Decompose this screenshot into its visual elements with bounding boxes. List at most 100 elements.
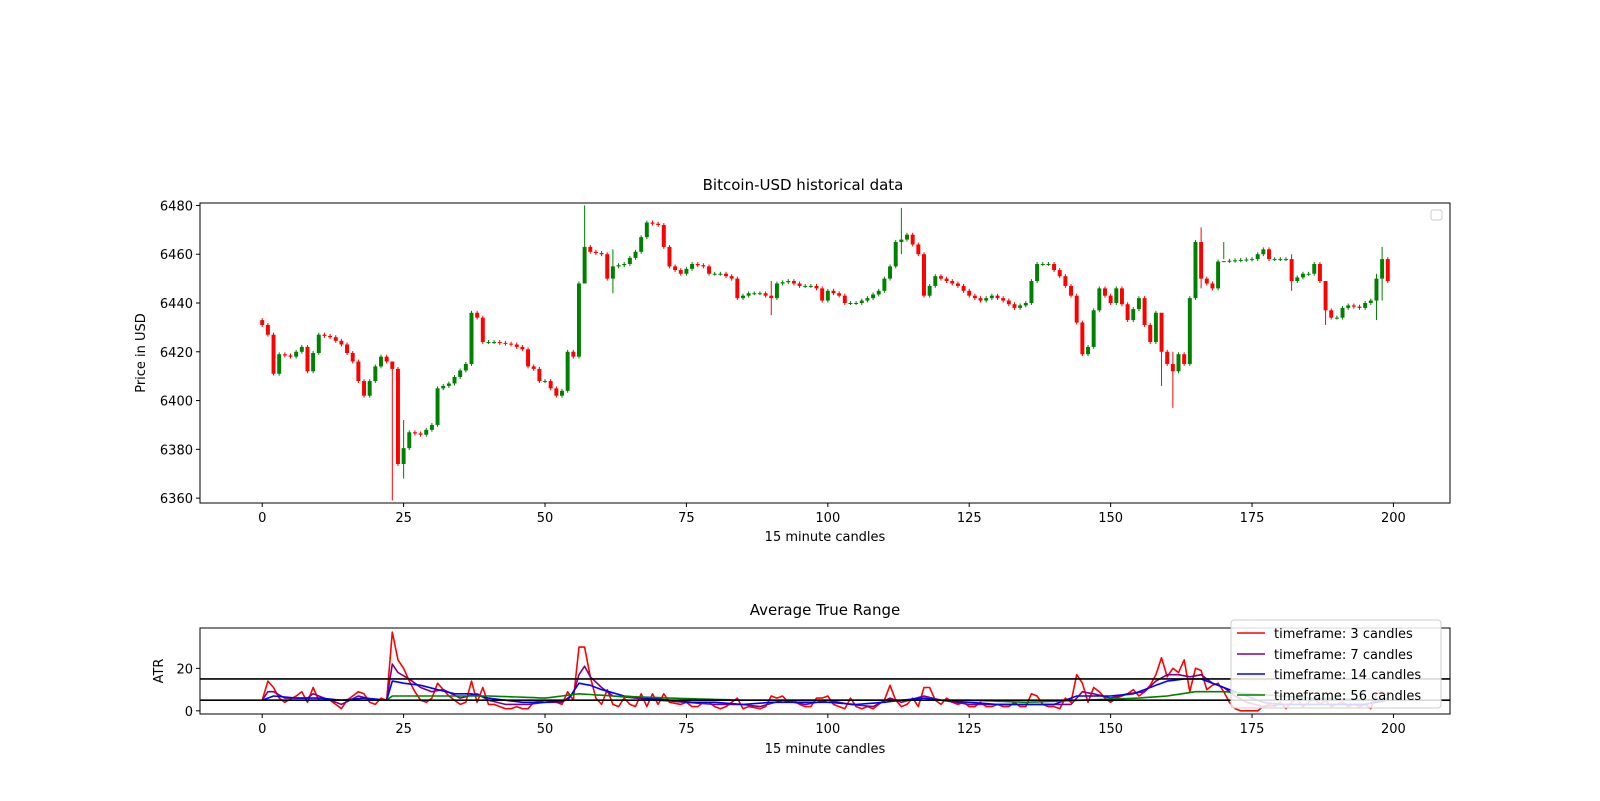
candle-up bbox=[1312, 263, 1317, 274]
y-tick-label: 6420 bbox=[160, 346, 193, 361]
candle-down bbox=[1170, 363, 1175, 372]
candle-up bbox=[803, 285, 808, 287]
candle-down bbox=[729, 276, 734, 279]
candle-down bbox=[1102, 288, 1107, 296]
candle-down bbox=[661, 224, 666, 247]
candle-down bbox=[916, 244, 921, 255]
candle-down bbox=[667, 246, 672, 267]
legend-label-3-candles: timeframe: 3 candles bbox=[1274, 627, 1413, 642]
candle-down bbox=[842, 295, 847, 303]
y-tick-label: 6460 bbox=[160, 248, 193, 263]
candle-up bbox=[871, 294, 876, 299]
candle-up bbox=[294, 351, 299, 357]
x-tick-label: 200 bbox=[1381, 722, 1406, 737]
candle-up bbox=[441, 385, 446, 389]
candle-up bbox=[718, 273, 723, 275]
candle-down bbox=[769, 295, 774, 299]
candle-up bbox=[888, 266, 893, 279]
atr-legend-frame bbox=[1230, 619, 1442, 709]
candle-up bbox=[424, 429, 429, 435]
candle-up bbox=[407, 432, 412, 449]
candle-up bbox=[401, 448, 406, 464]
candle-up bbox=[1334, 317, 1339, 319]
candle-up bbox=[367, 381, 372, 396]
atr-series-line bbox=[261, 631, 1389, 712]
candle-up bbox=[1035, 263, 1040, 282]
candle-up bbox=[1193, 242, 1198, 299]
candle-up bbox=[1283, 259, 1288, 261]
candle-down bbox=[265, 324, 270, 335]
candle-down bbox=[1210, 283, 1215, 289]
candle-down bbox=[967, 290, 972, 296]
x-tick-label: 50 bbox=[537, 511, 554, 526]
candle-up bbox=[854, 303, 859, 304]
candle-down bbox=[554, 388, 559, 396]
candle-up bbox=[576, 283, 581, 357]
y-tick-label: 6400 bbox=[160, 395, 193, 410]
candle-up bbox=[690, 263, 695, 269]
candle-up bbox=[1233, 260, 1238, 262]
candle-down bbox=[1057, 270, 1062, 277]
candle-up bbox=[882, 278, 887, 291]
y-tick-label: 0 bbox=[185, 705, 193, 720]
candle-up bbox=[610, 266, 615, 279]
legend-label-7-candles: timeframe: 7 candles bbox=[1274, 648, 1413, 663]
candle-up bbox=[622, 263, 627, 266]
candle-up bbox=[1136, 298, 1141, 310]
candle-up bbox=[757, 293, 762, 295]
candle-up bbox=[712, 273, 717, 275]
candle-up bbox=[780, 282, 785, 284]
candle-up bbox=[786, 281, 791, 283]
candle-down bbox=[944, 278, 949, 282]
price-x-axis: 0 25 50 75 100 125 150 175 200 bbox=[258, 503, 1406, 526]
candle-up bbox=[1046, 263, 1051, 265]
candle-down bbox=[497, 342, 502, 344]
candle-down bbox=[791, 281, 796, 284]
atr-legend: timeframe: 3 candles timeframe: 7 candle… bbox=[1230, 619, 1442, 709]
atr-y-axis-label: ATR bbox=[152, 659, 167, 684]
y-tick-label: 6440 bbox=[160, 297, 193, 312]
candle-down bbox=[763, 293, 768, 296]
candle-down bbox=[1063, 276, 1068, 286]
x-tick-label: 75 bbox=[678, 722, 695, 737]
price-plot-frame bbox=[199, 202, 1451, 504]
candle-down bbox=[701, 265, 706, 267]
candle-up bbox=[277, 354, 282, 374]
candle-down bbox=[922, 254, 926, 296]
x-tick-label: 0 bbox=[258, 511, 266, 526]
candle-up bbox=[616, 265, 621, 267]
candle-down bbox=[707, 266, 712, 274]
atr-chart-title: Average True Range bbox=[750, 601, 901, 619]
candle-down bbox=[548, 381, 553, 389]
y-tick-label: 6380 bbox=[160, 443, 193, 458]
candle-up bbox=[1261, 249, 1266, 255]
price-chart-title: Bitcoin-USD historical data bbox=[703, 176, 904, 194]
candle-up bbox=[1131, 309, 1136, 321]
candle-down bbox=[599, 253, 604, 255]
candle-down bbox=[950, 281, 955, 284]
candle-down bbox=[961, 285, 966, 291]
candle-down bbox=[588, 246, 593, 252]
atr-y-axis: 0 20 bbox=[176, 662, 200, 720]
candle-up bbox=[644, 222, 649, 238]
candle-down bbox=[571, 351, 576, 357]
candle-down bbox=[260, 320, 265, 325]
candle-up bbox=[1374, 278, 1379, 301]
x-tick-label: 125 bbox=[957, 722, 982, 737]
candle-up bbox=[492, 342, 497, 344]
candle-down bbox=[1357, 306, 1362, 308]
candle-down bbox=[1148, 324, 1153, 343]
candle-down bbox=[390, 361, 395, 369]
candle-down bbox=[384, 356, 389, 362]
candle-down bbox=[797, 283, 802, 286]
candle-up bbox=[582, 246, 587, 284]
candle-down bbox=[1204, 278, 1209, 284]
candle-up bbox=[639, 237, 644, 252]
candle-down bbox=[695, 263, 700, 266]
atr-x-axis-label: 15 minute candles bbox=[765, 742, 886, 757]
candle-down bbox=[1006, 300, 1011, 305]
x-tick-label: 25 bbox=[395, 511, 412, 526]
candle-up bbox=[1272, 259, 1277, 261]
candle-up bbox=[1295, 277, 1300, 282]
candle-down bbox=[650, 222, 655, 224]
